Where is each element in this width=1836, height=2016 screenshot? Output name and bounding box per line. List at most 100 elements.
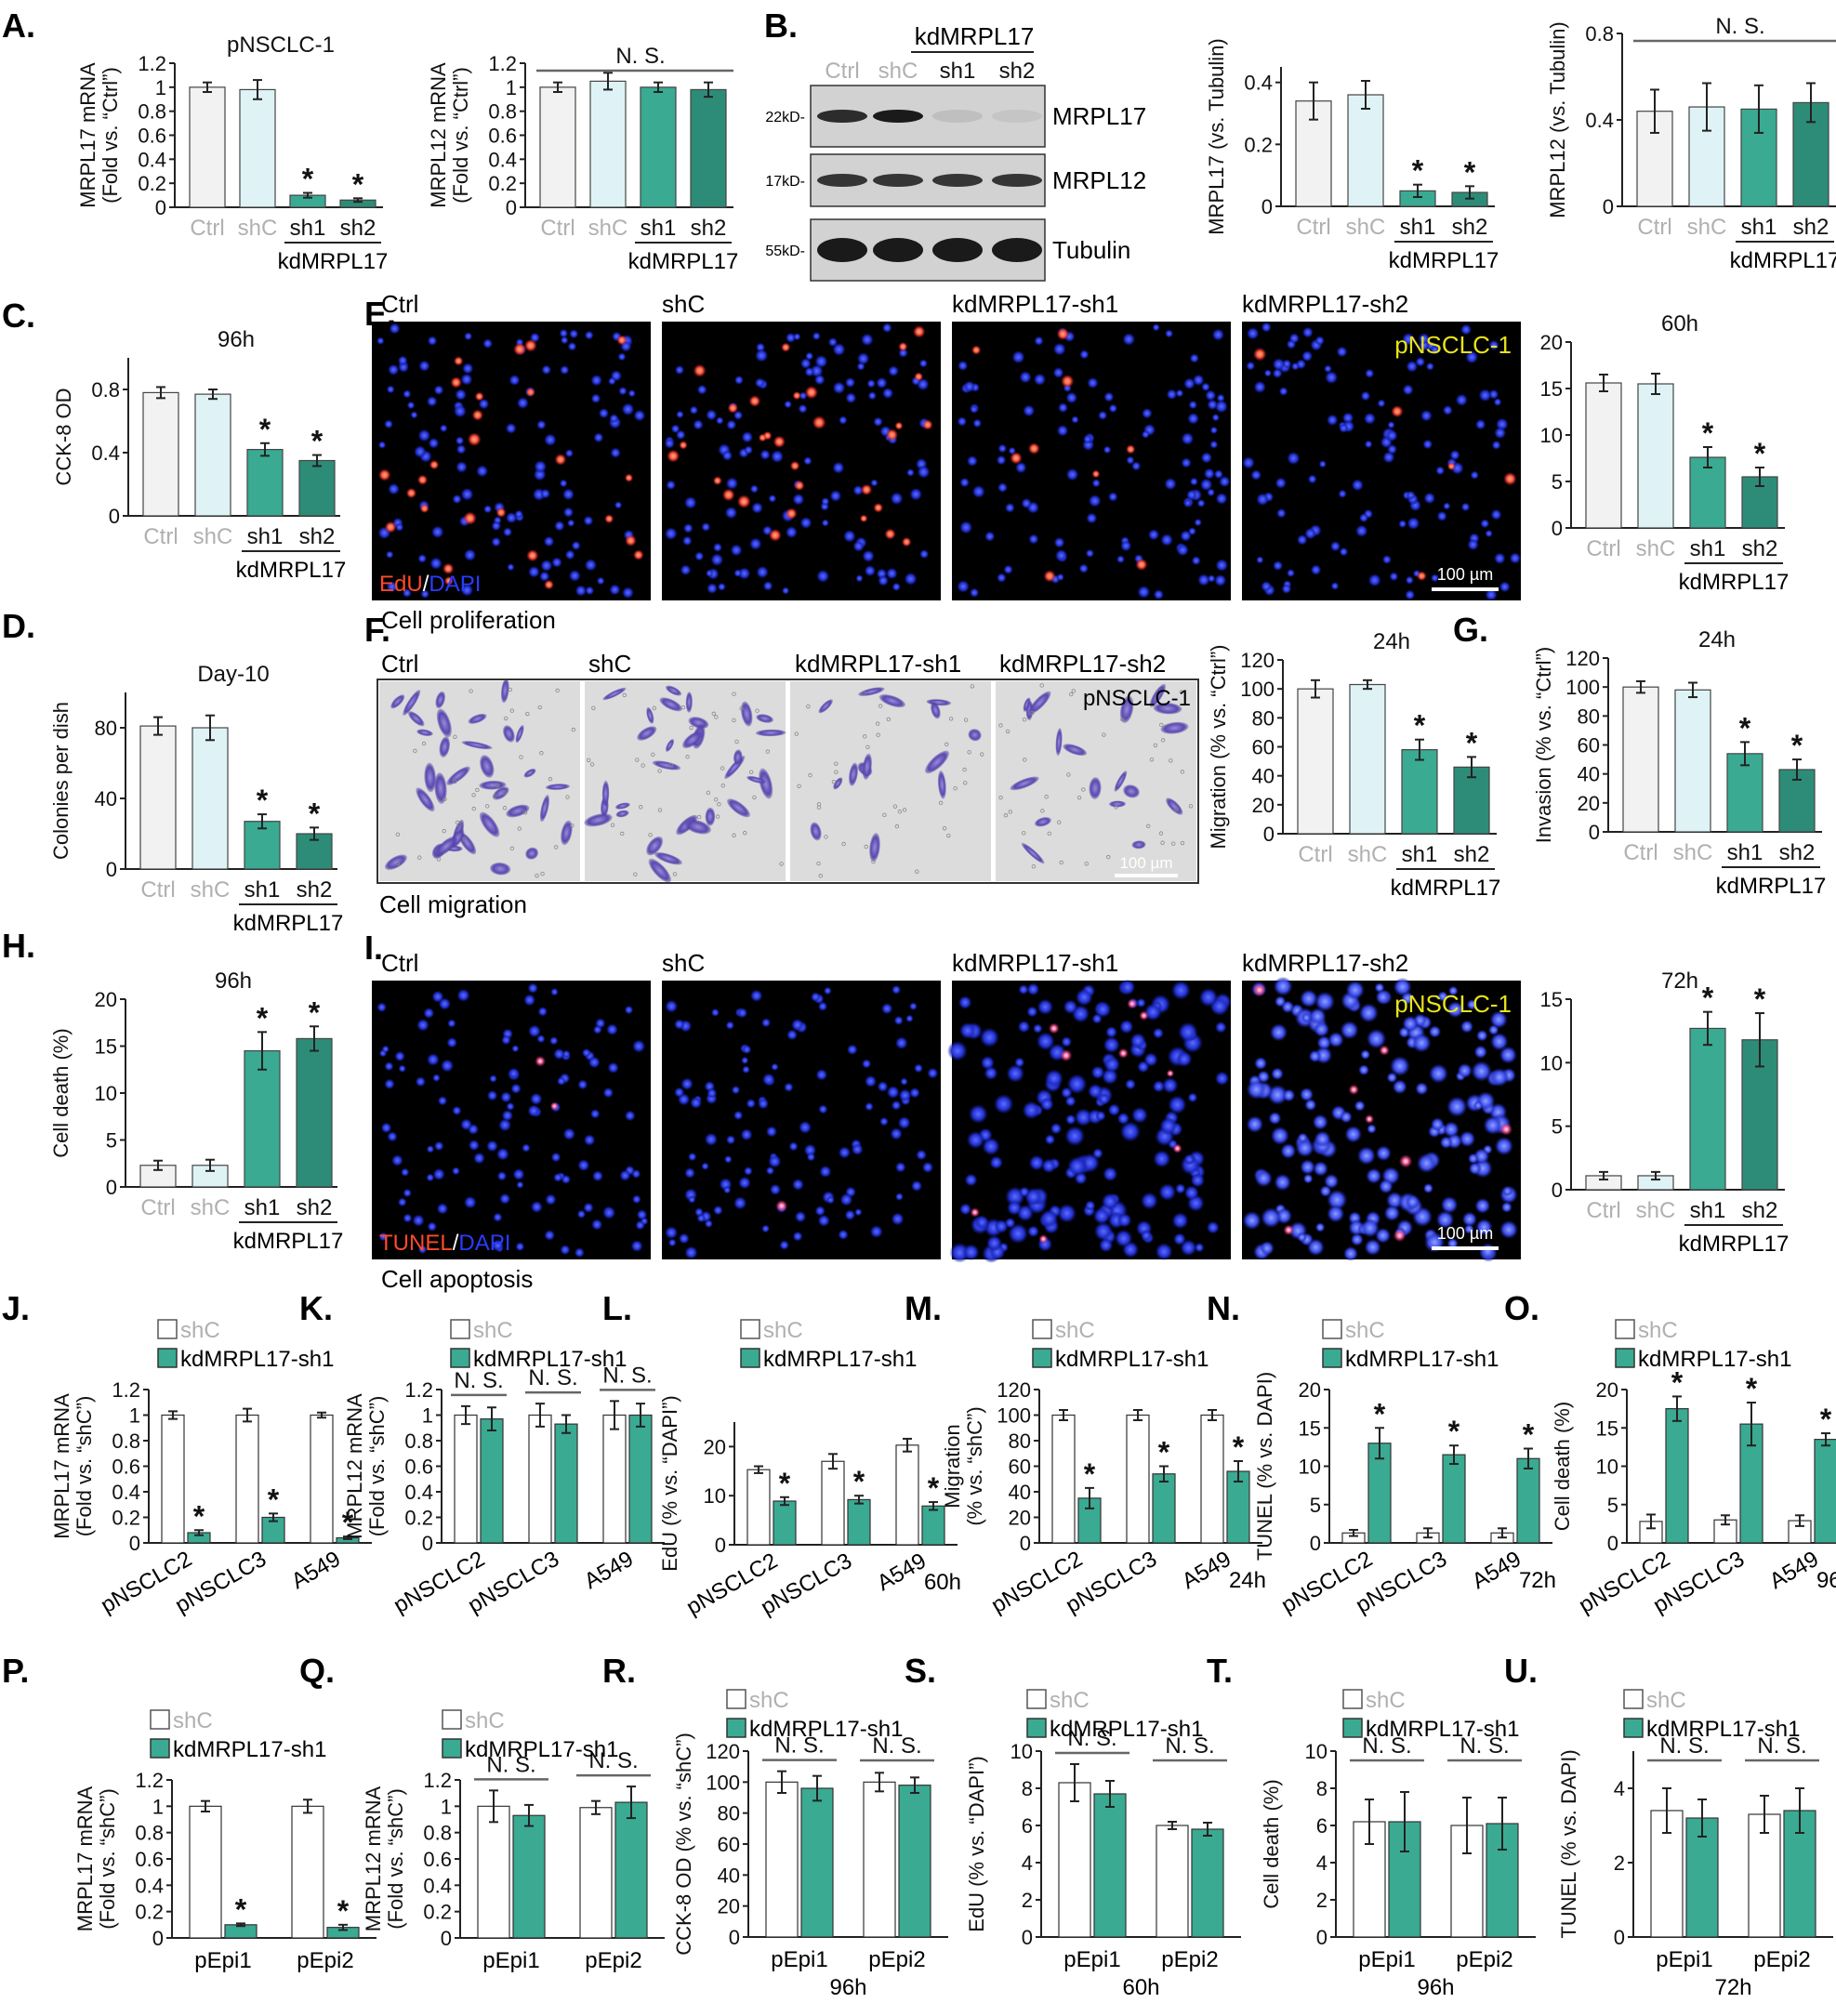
nucleus (619, 1169, 631, 1181)
membrane-pore (517, 826, 522, 831)
nucleus (1278, 387, 1288, 396)
membrane-pore (1071, 689, 1077, 693)
nucleus (523, 994, 536, 1007)
membrane-pore (555, 688, 560, 693)
nucleus (415, 1076, 426, 1087)
nucleus (882, 388, 894, 400)
nucleus (1475, 419, 1486, 430)
membrane-pore (871, 860, 876, 864)
nucleus (621, 402, 635, 416)
nucleus (1301, 1012, 1312, 1023)
migrated-cell (681, 731, 703, 749)
y-axis-label-K: (Fold vs. “shC”) (365, 1396, 389, 1537)
nucleus (873, 416, 883, 427)
nucleus (755, 349, 769, 362)
nucleus (1339, 547, 1349, 557)
x-tick-label-m: A549 (1178, 1547, 1235, 1594)
nucleus (583, 1202, 594, 1213)
nucleus (782, 586, 790, 595)
nucleus (378, 1232, 389, 1242)
nucleus (560, 365, 570, 376)
bar-h-sh1 (244, 1049, 281, 1188)
nucleus (827, 337, 838, 348)
nucleus (501, 1034, 511, 1046)
nucleus (684, 496, 697, 509)
nucleus (1166, 389, 1178, 401)
migrated-cell (434, 772, 447, 804)
y-tick-label-A2: 0.8 (488, 100, 517, 124)
panel-label-a: A. (2, 7, 35, 45)
migrated-cell (506, 804, 530, 818)
nucleus (403, 1188, 412, 1198)
significance-star: * (1464, 155, 1476, 189)
nucleus (633, 409, 646, 422)
nucleus (417, 554, 428, 563)
x-tick-label-a2: sh1 (641, 216, 677, 241)
membrane-pore (492, 794, 497, 798)
nucleus (707, 583, 718, 594)
nucleus (1246, 361, 1256, 371)
stained-nucleus (805, 386, 818, 399)
x-tick-label-e: sh1 (1690, 536, 1726, 561)
bar-n-kd (1516, 1457, 1540, 1544)
y-tick-label-C: 0 (109, 505, 120, 528)
significance-star: * (928, 1471, 940, 1505)
migrated-cell (1131, 840, 1146, 850)
nucleus (1214, 573, 1227, 586)
nucleus (911, 1179, 923, 1192)
nucleus (1003, 564, 1013, 574)
membrane-pore (648, 833, 653, 837)
nucleus (1018, 984, 1029, 995)
y-tick-label-P: 0.6 (135, 1848, 164, 1871)
nucleus (1412, 1033, 1432, 1053)
nucleus (704, 1132, 718, 1146)
nucleus (395, 522, 404, 532)
x-tick-label-j: A549 (287, 1547, 345, 1594)
nucleus (786, 1029, 798, 1041)
nucleus (674, 1019, 685, 1030)
bar-c-sh1 (246, 449, 284, 517)
migrated-cell (523, 768, 536, 778)
nucleus (838, 1229, 849, 1240)
significance-star: * (1374, 1397, 1386, 1430)
y-tick-label-A1: 0.8 (138, 100, 166, 124)
y-tick-label-S: 10 (1010, 1740, 1033, 1763)
nucleus (468, 1140, 480, 1152)
migrated-cell (705, 807, 716, 826)
nucleus (1460, 1020, 1473, 1034)
nucleus (1330, 582, 1340, 590)
nucleus (1422, 439, 1433, 450)
y-tick-label-P: 0.4 (135, 1874, 164, 1897)
membrane-pore (1059, 860, 1063, 865)
migrated-cell (924, 750, 950, 774)
nucleus (892, 984, 902, 995)
nucleus (1153, 589, 1164, 600)
panel-label-r: R. (602, 1652, 636, 1690)
nucleus (816, 570, 830, 583)
nucleus (857, 352, 870, 365)
nucleus (1162, 1077, 1179, 1094)
membrane-pore (1039, 683, 1044, 688)
nucleus (630, 1240, 643, 1252)
nucleus (550, 987, 559, 996)
membrane-pore (1174, 807, 1179, 812)
legend-kd: kdMRPL17-sh1 (1366, 1717, 1519, 1742)
nucleus (583, 515, 594, 526)
y-tick-label-P: 1 (152, 1795, 164, 1818)
panel-label-j: J. (2, 1289, 30, 1327)
legend-shc: shC (1055, 1318, 1095, 1343)
nucleus (506, 512, 518, 524)
nucleus (618, 387, 627, 396)
nucleus (839, 1192, 853, 1206)
nucleus (489, 1074, 497, 1083)
nucleus (1297, 1232, 1307, 1243)
y-tick-label-J: 0.2 (112, 1507, 140, 1530)
nucleus (389, 323, 401, 335)
y-tick-label-E: 20 (1540, 331, 1563, 354)
nucleus (1105, 1026, 1117, 1038)
y-tick-label-R: 120 (706, 1740, 740, 1763)
stained-nucleus (759, 433, 767, 442)
migrated-cell (1010, 776, 1039, 791)
